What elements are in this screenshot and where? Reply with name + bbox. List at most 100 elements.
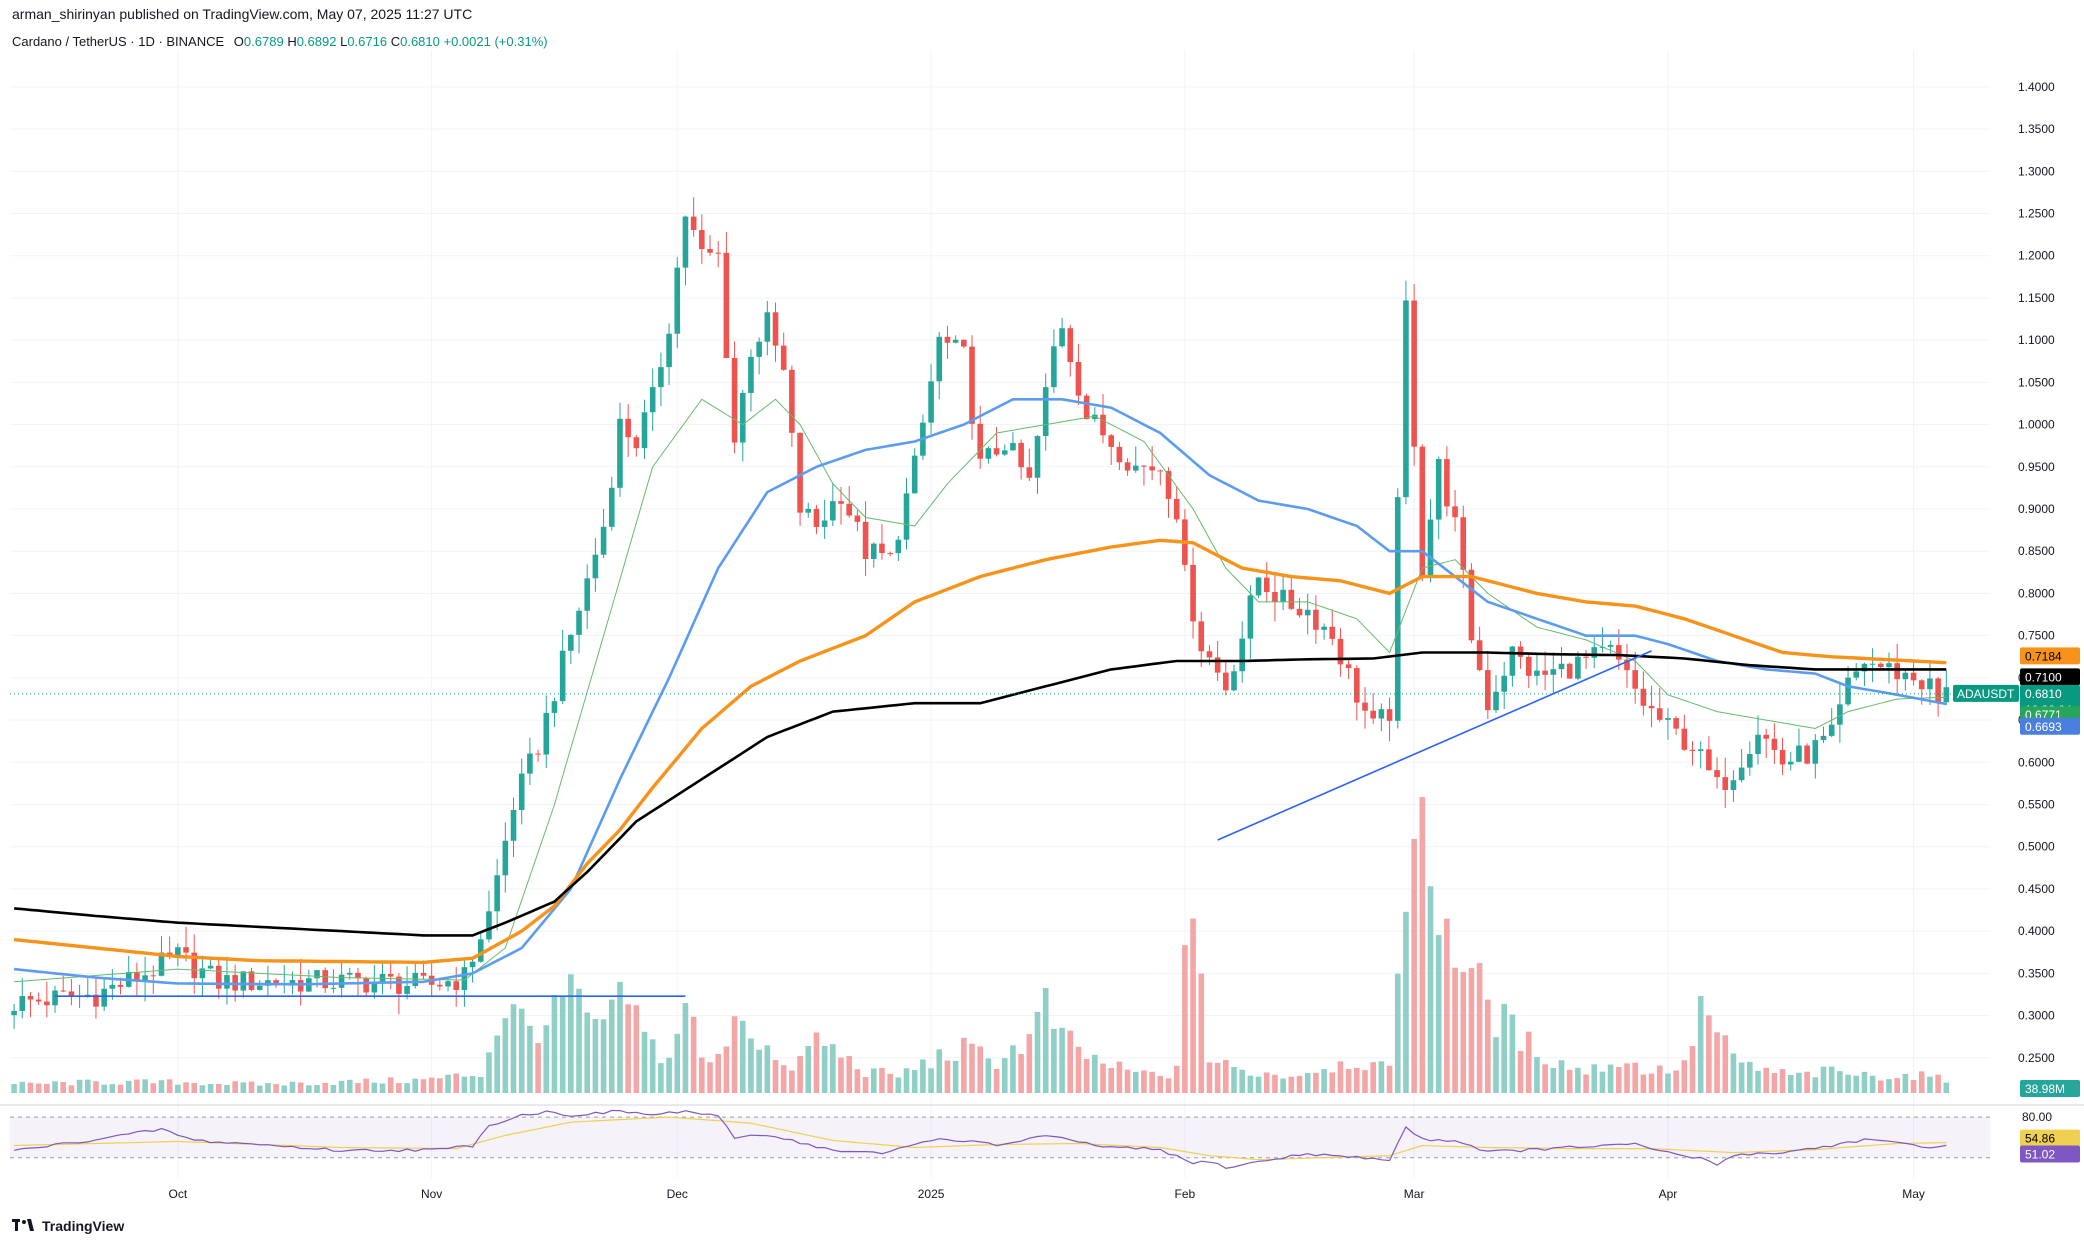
price-label-text: 0.7100 bbox=[2025, 670, 2062, 684]
volume-bar bbox=[1239, 1069, 1245, 1093]
published-line: arman_shirinyan published on TradingView… bbox=[12, 6, 473, 22]
volume-bar bbox=[1042, 987, 1049, 1093]
volume-bar bbox=[314, 1085, 320, 1093]
volume-bar bbox=[1542, 1064, 1548, 1093]
volume-bar bbox=[1468, 968, 1475, 1093]
candle-body bbox=[993, 448, 1000, 455]
candle-body bbox=[207, 965, 214, 969]
candle-body bbox=[1918, 680, 1925, 690]
candle-body bbox=[1927, 678, 1933, 690]
candle-body bbox=[404, 986, 410, 994]
candle-body bbox=[1370, 710, 1376, 719]
volume-bar bbox=[1583, 1074, 1589, 1093]
volume-bar bbox=[625, 1004, 631, 1093]
time-tick-label: Apr bbox=[1659, 1187, 1678, 1201]
candle-body bbox=[600, 526, 607, 555]
candle-body bbox=[1329, 626, 1336, 639]
price-tick-label: 1.4000 bbox=[2018, 80, 2055, 94]
price-axis[interactable]: 1.4000 1.3500 1.3000 1.2500 1.2000 1.1500 1.10… bbox=[1953, 80, 2080, 1097]
candle-body bbox=[911, 455, 918, 494]
candle-body bbox=[150, 975, 157, 977]
candle-body bbox=[731, 357, 738, 443]
candle-body bbox=[346, 972, 353, 975]
candle-body bbox=[1714, 770, 1720, 778]
volume-bar bbox=[944, 1060, 951, 1093]
candle-body bbox=[1648, 705, 1655, 709]
volume-bar bbox=[240, 1082, 247, 1093]
symbol-name[interactable]: Cardano / TetherUS · 1D · BINANCE bbox=[12, 34, 225, 49]
candle-body bbox=[592, 554, 599, 579]
volume-bar bbox=[183, 1082, 189, 1093]
candle-body bbox=[633, 437, 640, 449]
volume-bar bbox=[1403, 911, 1409, 1093]
candle-body bbox=[469, 961, 476, 968]
volume-bar bbox=[568, 974, 574, 1093]
volume-bar bbox=[191, 1083, 198, 1093]
volume-bar bbox=[952, 1060, 959, 1093]
volume-bar bbox=[363, 1078, 369, 1093]
volume-bar bbox=[1591, 1064, 1598, 1093]
candle-body bbox=[330, 987, 337, 989]
volume-bar bbox=[1263, 1072, 1270, 1093]
volume-bar bbox=[1673, 1070, 1679, 1093]
candle-body bbox=[1001, 450, 1008, 455]
volume-bar bbox=[150, 1083, 157, 1093]
candle-body bbox=[1010, 442, 1016, 451]
volume-bar bbox=[1337, 1061, 1344, 1093]
candle-body bbox=[748, 356, 754, 393]
candle-body bbox=[494, 875, 500, 912]
candle-body bbox=[674, 267, 681, 334]
volume-bar bbox=[52, 1081, 58, 1093]
volume-bar bbox=[1837, 1071, 1843, 1093]
volume-bar bbox=[518, 1008, 525, 1093]
price-tick-label: 0.8500 bbox=[2018, 544, 2055, 558]
low-label: L bbox=[340, 34, 348, 49]
volume-bar bbox=[1681, 1060, 1688, 1093]
price-label-badge bbox=[2020, 668, 2080, 686]
candle-body bbox=[1051, 346, 1057, 388]
candle-body bbox=[1493, 691, 1499, 711]
candle-body bbox=[1444, 459, 1450, 507]
price-tick-label: 1.0500 bbox=[2018, 375, 2055, 389]
volume-bar bbox=[1935, 1074, 1941, 1093]
volume-bar bbox=[11, 1084, 17, 1093]
candle-body bbox=[797, 432, 803, 513]
volume-bar bbox=[993, 1068, 1000, 1093]
volume-bar bbox=[1313, 1072, 1319, 1093]
volume-bar bbox=[1910, 1079, 1917, 1093]
candle-body bbox=[576, 610, 582, 635]
candle-body bbox=[273, 980, 279, 986]
time-tick-label: Nov bbox=[421, 1187, 442, 1201]
candle-body bbox=[1165, 470, 1172, 499]
volume-bar bbox=[420, 1079, 427, 1093]
change-value: +0.0021 (+0.31%) bbox=[443, 34, 548, 49]
volume-bar bbox=[1640, 1074, 1647, 1093]
candle-body bbox=[199, 968, 206, 979]
open-label: O bbox=[233, 34, 244, 49]
candle-body bbox=[1550, 669, 1557, 675]
price-label-text: 0.6693 bbox=[2025, 720, 2062, 734]
volume-bar bbox=[1354, 1067, 1360, 1093]
tradingview-logo[interactable]: TradingView bbox=[12, 1218, 124, 1234]
candle-body bbox=[608, 487, 615, 527]
trendline[interactable] bbox=[1217, 650, 1652, 841]
volume-bar bbox=[158, 1080, 165, 1093]
volume-bar bbox=[117, 1084, 124, 1093]
candle-body bbox=[559, 650, 566, 702]
volume-bar bbox=[1304, 1073, 1311, 1093]
candle-body bbox=[739, 392, 746, 443]
candle-body bbox=[1853, 671, 1860, 678]
price-label-badge bbox=[2020, 717, 2080, 735]
volume-bar bbox=[1272, 1074, 1278, 1093]
volume-bar bbox=[1378, 1061, 1385, 1093]
volume-bar bbox=[813, 1032, 820, 1093]
volume-bar bbox=[1116, 1061, 1123, 1093]
volume-bar bbox=[1362, 1070, 1368, 1093]
volume-bar bbox=[134, 1079, 140, 1093]
volume-bar bbox=[1575, 1067, 1581, 1093]
volume-bar bbox=[821, 1045, 828, 1093]
volume-bar bbox=[142, 1079, 148, 1093]
time-axis[interactable]: Oct Nov Dec 2025 Feb Mar Apr May bbox=[169, 1187, 1925, 1201]
